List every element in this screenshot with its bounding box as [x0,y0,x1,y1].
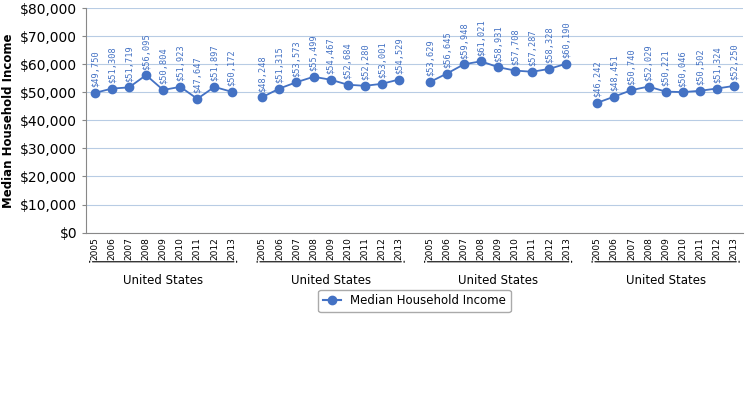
Text: $52,280: $52,280 [360,44,369,80]
Text: $47,647: $47,647 [193,57,202,93]
Text: $51,923: $51,923 [176,45,184,81]
Text: $60,190: $60,190 [562,21,571,58]
Text: United States: United States [290,274,370,287]
Legend: Median Household Income: Median Household Income [318,290,511,312]
Text: $61,021: $61,021 [476,19,485,56]
Text: $50,172: $50,172 [227,49,236,86]
Y-axis label: Median Household Income: Median Household Income [2,33,14,208]
Text: $53,001: $53,001 [377,41,386,78]
Text: $51,324: $51,324 [712,46,722,83]
Text: $53,629: $53,629 [425,40,434,77]
Text: $51,315: $51,315 [274,46,284,83]
Text: $55,499: $55,499 [309,34,318,71]
Text: $50,804: $50,804 [159,48,168,85]
Text: United States: United States [123,274,203,287]
Text: $53,573: $53,573 [292,40,301,77]
Text: $54,529: $54,529 [394,37,404,74]
Text: United States: United States [458,274,538,287]
Text: $56,095: $56,095 [142,33,151,69]
Text: $46,242: $46,242 [592,61,602,97]
Text: $48,451: $48,451 [610,54,619,91]
Text: $51,897: $51,897 [210,45,219,81]
Text: $58,931: $58,931 [494,25,502,62]
Text: $50,502: $50,502 [695,49,704,85]
Text: $50,046: $50,046 [678,50,687,87]
Text: $52,250: $52,250 [730,44,739,80]
Text: $50,740: $50,740 [627,48,636,85]
Text: $54,467: $54,467 [326,37,335,74]
Text: $57,287: $57,287 [528,29,537,66]
Text: $57,708: $57,708 [511,28,520,65]
Text: $51,308: $51,308 [107,46,116,83]
Text: $52,684: $52,684 [344,43,352,79]
Text: $58,328: $58,328 [545,26,554,63]
Text: $59,948: $59,948 [460,22,469,59]
Text: $51,719: $51,719 [124,45,134,82]
Text: United States: United States [626,274,706,287]
Text: $56,645: $56,645 [442,31,452,68]
Text: $48,248: $48,248 [258,55,267,91]
Text: $49,750: $49,750 [90,51,99,87]
Text: $52,029: $52,029 [644,44,653,81]
Text: $50,221: $50,221 [661,49,670,86]
